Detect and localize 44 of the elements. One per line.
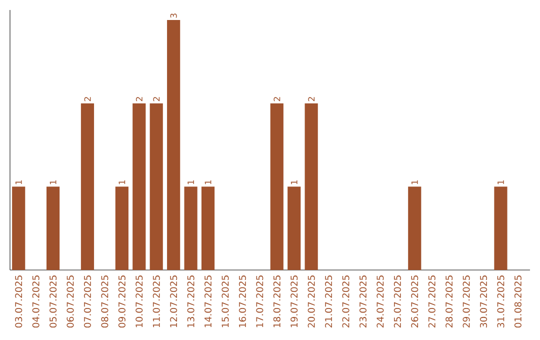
x-tick-label: 05.07.2025 [50,276,57,328]
x-tick-label: 14.07.2025 [204,276,212,328]
x-tick-label: 07.07.2025 [84,276,92,328]
x-tick-label: 06.07.2025 [66,276,74,328]
x-tick-label: 28.07.2025 [446,276,453,328]
x-tick-label: 26.07.2025 [411,276,418,328]
data-label: 1 [188,180,194,184]
data-label: 2 [84,97,91,102]
x-tick-label: 08.07.2025 [101,276,108,328]
data-label: 2 [308,97,315,102]
x-tick-label: 24.07.2025 [376,276,384,328]
x-tick-label: 13.07.2025 [187,276,194,328]
x-tick-label: 03.07.2025 [15,276,22,328]
x-tick-label: 15.07.2025 [222,276,229,328]
x-tick-label: 17.07.2025 [256,276,264,328]
data-label: 1 [50,180,56,184]
x-tick-label: 21.07.2025 [325,276,332,328]
data-label: 2 [274,97,280,102]
data-label: 3 [170,14,177,18]
x-tick-label: 23.07.2025 [359,276,367,328]
x-tick-label: 27.07.2025 [428,276,436,328]
data-label: 2 [136,97,142,102]
data-label: 1 [411,180,418,184]
x-tick-label: 18.07.2025 [273,276,280,328]
data-label: 1 [290,180,298,184]
x-tick-label: 16.07.2025 [238,276,246,328]
x-tick-label: 30.07.2025 [480,276,488,328]
x-tick-label: 19.07.2025 [290,276,298,328]
data-label: 1 [204,180,212,184]
x-tick-label: 20.07.2025 [308,276,315,328]
x-tick-label: 01.08.2025 [514,276,522,328]
x-tick-label: 09.07.2025 [118,276,126,328]
x-tick-label: 22.07.2025 [342,276,350,328]
data-label: 1 [498,180,504,184]
x-tick-label: 11.07.2025 [152,276,160,328]
data-label: 1 [118,180,126,184]
x-tick-label: 25.07.2025 [394,276,401,328]
x-tick-label: 12.07.2025 [170,276,178,328]
x-tick-label: 10.07.2025 [136,276,143,328]
data-label: 1 [15,180,22,184]
x-tick-label: 31.07.2025 [497,276,504,328]
x-tick-label: 04.07.2025 [32,276,40,328]
data-label: 2 [153,97,160,102]
x-tick-label: 29.07.2025 [462,276,470,328]
